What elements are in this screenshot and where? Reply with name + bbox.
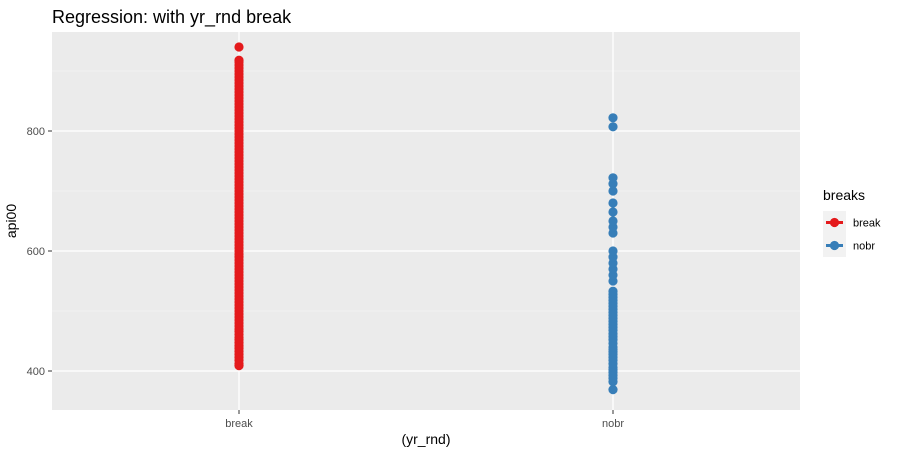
x-tick-label: nobr	[602, 418, 624, 430]
points-layer	[234, 42, 618, 395]
legend-key-point	[829, 217, 840, 228]
y-tick-label: 600	[27, 246, 45, 258]
y-axis-title: api00	[3, 204, 19, 238]
data-point-nobr	[608, 186, 618, 196]
legend-label-nobr: nobr	[853, 241, 875, 253]
plot-panel	[52, 32, 800, 410]
data-point-nobr	[608, 198, 618, 208]
legend-label-break: break	[853, 218, 881, 230]
y-tick-label: 400	[27, 366, 45, 378]
x-axis-title: (yr_rnd)	[401, 431, 450, 447]
data-point-nobr	[608, 173, 618, 183]
legend-entries: break nobr	[823, 211, 881, 257]
data-point-nobr	[608, 216, 618, 226]
y-axis: 400 600 800	[27, 126, 52, 378]
x-axis: break nobr	[225, 410, 624, 430]
legend-key-point	[829, 240, 840, 251]
legend: breaks break nobr	[823, 187, 881, 257]
data-point-nobr	[608, 122, 618, 132]
data-point-break	[234, 42, 244, 52]
chart-title: Regression: with yr_rnd break	[52, 7, 292, 28]
data-point-nobr	[608, 207, 618, 217]
x-tick-label: break	[225, 418, 253, 430]
data-point-nobr	[608, 246, 618, 256]
y-tick-label: 800	[27, 126, 45, 138]
data-point-nobr	[608, 286, 618, 296]
data-point-nobr	[608, 113, 618, 123]
data-point-nobr	[608, 385, 618, 395]
data-point-break	[234, 55, 244, 65]
legend-title: breaks	[823, 187, 865, 203]
